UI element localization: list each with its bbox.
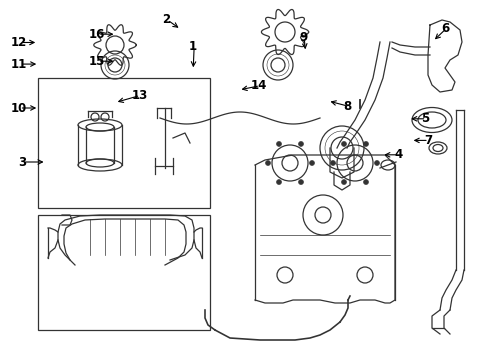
- Text: 4: 4: [394, 148, 402, 161]
- Circle shape: [276, 141, 281, 147]
- Text: 13: 13: [131, 89, 147, 102]
- Text: 15: 15: [88, 55, 105, 68]
- Circle shape: [298, 141, 303, 147]
- Circle shape: [341, 180, 346, 185]
- Text: 11: 11: [10, 58, 27, 71]
- Text: 3: 3: [18, 156, 26, 168]
- Text: 16: 16: [88, 28, 105, 41]
- Text: 5: 5: [421, 112, 428, 125]
- Text: 12: 12: [10, 36, 27, 49]
- Circle shape: [330, 161, 335, 166]
- Text: 2: 2: [162, 13, 170, 26]
- Circle shape: [265, 161, 270, 166]
- Circle shape: [276, 180, 281, 185]
- Circle shape: [363, 141, 368, 147]
- Text: 1: 1: [189, 40, 197, 53]
- Circle shape: [374, 161, 379, 166]
- Text: 14: 14: [250, 79, 267, 92]
- Text: 7: 7: [423, 134, 431, 147]
- Bar: [38, 215, 209, 330]
- Text: 8: 8: [343, 100, 350, 113]
- Text: 10: 10: [10, 102, 27, 114]
- Circle shape: [341, 141, 346, 147]
- Bar: [38, 78, 209, 208]
- Circle shape: [309, 161, 314, 166]
- Circle shape: [298, 180, 303, 185]
- Circle shape: [363, 180, 368, 185]
- Text: 6: 6: [440, 22, 448, 35]
- Text: 9: 9: [299, 31, 306, 44]
